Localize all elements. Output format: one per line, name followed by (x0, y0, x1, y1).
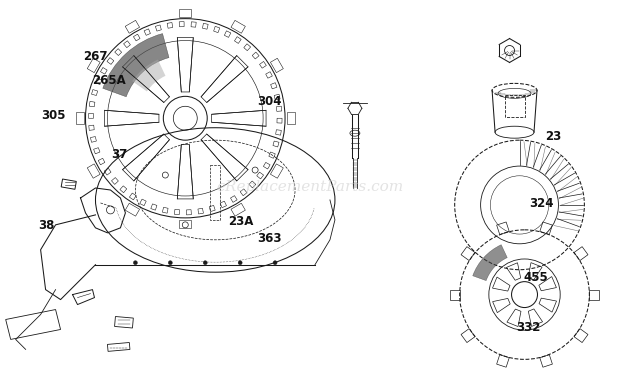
Text: 38: 38 (38, 219, 54, 232)
Circle shape (238, 261, 242, 265)
Text: 265A: 265A (92, 74, 126, 87)
Text: 23: 23 (545, 130, 561, 143)
Bar (61, 179, 76, 189)
Text: 324: 324 (529, 197, 554, 210)
Text: 363: 363 (257, 232, 282, 245)
Text: 267: 267 (83, 50, 107, 63)
Circle shape (133, 261, 138, 265)
Circle shape (168, 261, 172, 265)
Text: 455: 455 (523, 271, 548, 284)
Circle shape (203, 261, 207, 265)
Text: 23A: 23A (228, 215, 254, 228)
Wedge shape (103, 34, 169, 97)
Wedge shape (132, 60, 166, 91)
Text: eReplacementParts.com: eReplacementParts.com (216, 179, 404, 194)
Bar (115, 317, 133, 328)
Bar (107, 342, 130, 351)
Circle shape (273, 261, 277, 265)
Wedge shape (472, 245, 507, 280)
Text: 37: 37 (111, 148, 127, 162)
Text: 332: 332 (516, 321, 541, 334)
Bar (505, 95, 525, 117)
Text: 305: 305 (41, 109, 65, 122)
Text: 304: 304 (257, 94, 282, 107)
Bar (210, 165, 220, 220)
